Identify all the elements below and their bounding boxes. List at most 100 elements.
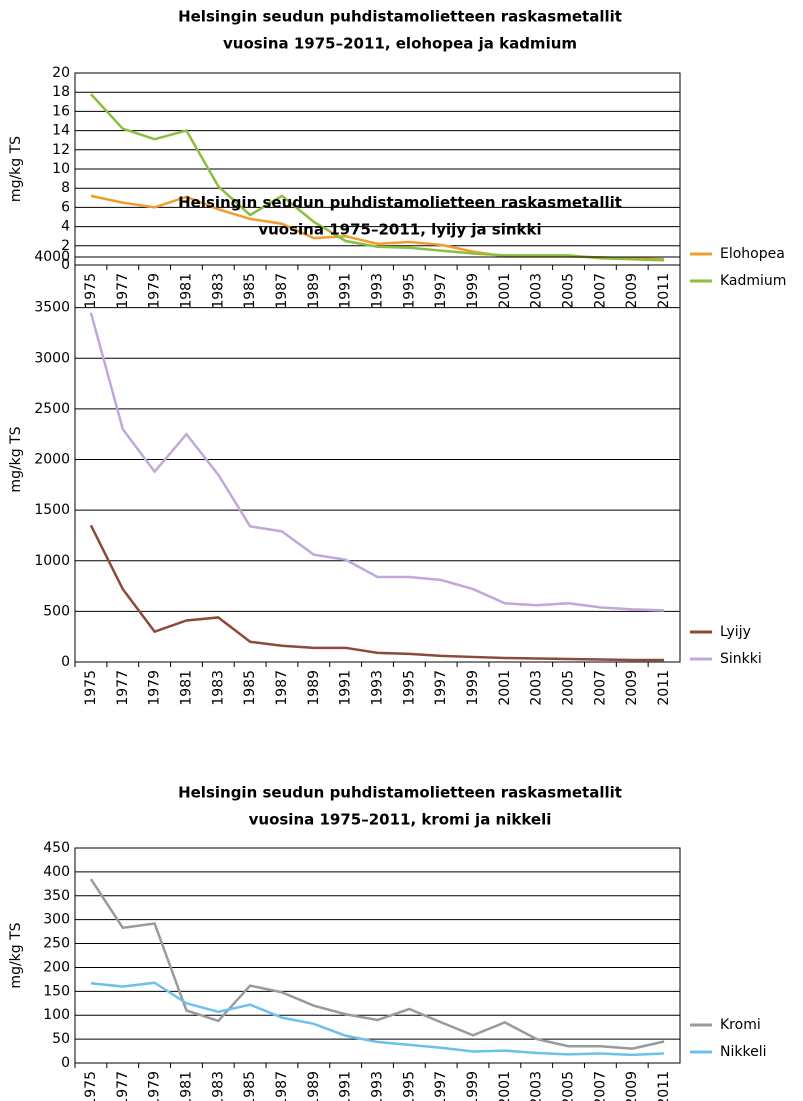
y-tick-label: 12: [52, 142, 70, 158]
y-tick-label: 0: [61, 654, 70, 670]
x-tick-label: 2007: [592, 1071, 608, 1101]
x-tick-label: 1981: [178, 273, 194, 309]
y-tick-label: 8: [61, 180, 70, 196]
y-tick-label: 16: [52, 103, 70, 119]
x-tick-label: 1983: [210, 1071, 226, 1101]
chart-title: Helsingin seudun puhdistamolietteen rask…: [178, 8, 622, 26]
x-tick-label: 1997: [433, 670, 449, 706]
x-tick-label: 1989: [306, 273, 322, 309]
y-tick-label: 350: [43, 888, 70, 904]
y-tick-label: 14: [52, 123, 70, 139]
legend-label: Kromi: [720, 1017, 761, 1033]
y-tick-label: 2000: [34, 452, 70, 468]
y-tick-label: 6: [61, 199, 70, 215]
x-tick-label: 1981: [178, 670, 194, 706]
x-tick-label: 2011: [656, 273, 672, 309]
x-tick-label: 2005: [561, 1071, 577, 1101]
y-tick-label: 2: [61, 238, 70, 254]
x-tick-label: 1995: [401, 273, 417, 309]
chart-title: Helsingin seudun puhdistamolietteen rask…: [178, 194, 622, 212]
x-tick-label: 1975: [83, 1071, 99, 1101]
x-tick-label: 2007: [592, 273, 608, 309]
x-tick-label: 1979: [147, 670, 163, 706]
x-tick-label: 1989: [306, 1071, 322, 1101]
x-tick-label: 1987: [274, 1071, 290, 1101]
x-tick-label: 1999: [465, 670, 481, 706]
x-tick-label: 2005: [561, 273, 577, 309]
y-tick-label: 100: [43, 1007, 70, 1023]
y-axis-label: mg/kg TS: [8, 426, 24, 492]
chart-title: Helsingin seudun puhdistamolietteen rask…: [178, 784, 622, 802]
x-tick-label: 1991: [338, 1071, 354, 1101]
x-tick-label: 2009: [624, 273, 640, 309]
x-tick-label: 1977: [115, 670, 131, 706]
plot-frame: [74, 72, 681, 266]
y-tick-label: 50: [52, 1031, 70, 1047]
series-line: [90, 981, 665, 1057]
legend-label: Sinkki: [720, 651, 762, 667]
x-tick-label: 1975: [83, 670, 99, 706]
y-tick-label: 0: [61, 257, 70, 273]
x-tick-label: 2001: [497, 1071, 513, 1101]
x-tick-label: 1993: [370, 670, 386, 706]
y-tick-label: 3500: [34, 300, 70, 316]
x-tick-label: 1983: [210, 670, 226, 706]
plot-frame: [74, 847, 681, 1064]
x-tick-label: 1985: [242, 1071, 258, 1101]
x-tick-label: 1999: [465, 1071, 481, 1101]
legend-label: Lyijy: [720, 624, 751, 640]
x-tick-label: 1999: [465, 273, 481, 309]
y-axis-label: mg/kg TS: [8, 922, 24, 988]
x-tick-label: 1977: [115, 1071, 131, 1101]
series-line: [89, 524, 665, 662]
chart-subtitle: vuosina 1975–2011, kromi ja nikkeli: [249, 811, 552, 829]
y-tick-label: 1500: [34, 502, 70, 518]
x-tick-label: 2011: [656, 1071, 672, 1101]
x-tick-label: 1977: [115, 273, 131, 309]
x-tick-label: 1983: [210, 273, 226, 309]
x-tick-label: 1985: [242, 273, 258, 309]
y-tick-label: 150: [43, 983, 70, 999]
x-tick-label: 1981: [178, 1071, 194, 1101]
y-tick-label: 0: [61, 1055, 70, 1071]
x-tick-label: 1995: [401, 1071, 417, 1101]
x-tick-label: 1997: [433, 1071, 449, 1101]
x-tick-label: 1989: [306, 670, 322, 706]
y-tick-label: 3000: [34, 350, 70, 366]
x-tick-label: 1979: [147, 1071, 163, 1101]
x-tick-label: 2001: [497, 670, 513, 706]
y-tick-label: 200: [43, 959, 70, 975]
x-tick-label: 1985: [242, 670, 258, 706]
x-tick-label: 2009: [624, 1071, 640, 1101]
x-tick-label: 1987: [274, 273, 290, 309]
chart-subtitle: vuosina 1975–2011, elohopea ja kadmium: [223, 35, 577, 53]
y-tick-label: 10: [52, 161, 70, 177]
x-tick-label: 1993: [370, 1071, 386, 1101]
x-tick-label: 2003: [529, 1071, 545, 1101]
y-tick-label: 20: [52, 65, 70, 81]
series-line: [89, 878, 665, 1050]
x-tick-label: 2005: [561, 670, 577, 706]
series-line: [90, 93, 665, 262]
legend-label: Nikkeli: [720, 1044, 766, 1060]
y-tick-label: 1000: [34, 553, 70, 569]
legend-label: Elohopea: [720, 246, 785, 262]
plot-frame: [74, 256, 681, 663]
x-tick-label: 2009: [624, 670, 640, 706]
y-tick-label: 4000: [34, 249, 70, 265]
y-tick-label: 250: [43, 936, 70, 952]
y-tick-label: 2500: [34, 401, 70, 417]
y-tick-label: 450: [43, 840, 70, 856]
x-tick-label: 1991: [338, 273, 354, 309]
x-tick-label: 2007: [592, 670, 608, 706]
x-tick-label: 1995: [401, 670, 417, 706]
y-tick-label: 300: [43, 912, 70, 928]
y-tick-label: 4: [61, 219, 70, 235]
y-tick-label: 500: [43, 603, 70, 619]
legend-label: Kadmium: [720, 273, 786, 289]
y-tick-label: 400: [43, 864, 70, 880]
x-tick-label: 2001: [497, 273, 513, 309]
x-tick-label: 1991: [338, 670, 354, 706]
x-tick-label: 1993: [370, 273, 386, 309]
